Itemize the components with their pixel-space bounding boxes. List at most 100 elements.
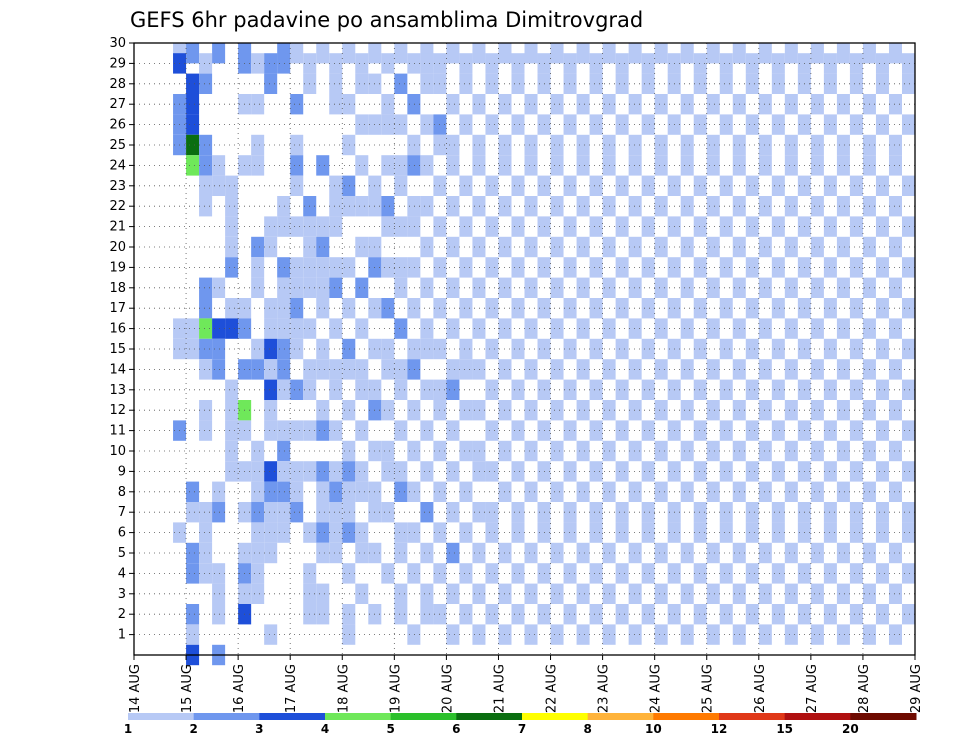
heatmap-cell — [654, 400, 668, 421]
heatmap-cell — [823, 216, 837, 237]
heatmap-cell — [511, 420, 525, 441]
heatmap-cell — [771, 53, 785, 74]
heatmap-cell — [472, 94, 486, 115]
heatmap-cell — [459, 440, 473, 462]
heatmap-cell — [771, 257, 785, 278]
heatmap-cell — [550, 400, 564, 421]
heatmap-cell — [277, 53, 291, 74]
heatmap-cell — [472, 502, 486, 523]
heatmap-cell — [212, 175, 226, 196]
heatmap-cell — [706, 94, 720, 115]
heatmap-cell — [511, 563, 525, 584]
heatmap-cell — [394, 43, 408, 64]
y-tick-label: 25 — [109, 138, 126, 153]
heatmap-cell — [823, 604, 837, 625]
heatmap-cell — [641, 175, 655, 196]
heatmap-cell — [199, 563, 213, 584]
heatmap-cell — [550, 359, 564, 380]
heatmap-cell — [784, 94, 798, 115]
heatmap-cell — [771, 420, 785, 441]
y-tick-label: 23 — [109, 179, 126, 194]
colorbar-label: 7 — [518, 722, 526, 736]
heatmap-cell — [251, 155, 265, 176]
heatmap-cell — [784, 583, 798, 604]
heatmap-cell — [329, 73, 343, 94]
heatmap-cell — [199, 155, 213, 176]
heatmap-cell — [511, 379, 525, 400]
y-tick-label: 18 — [109, 281, 126, 296]
heatmap-cell — [199, 420, 213, 441]
heatmap-cell — [485, 379, 499, 400]
heatmap-cell — [732, 43, 746, 64]
heatmap-cell — [823, 114, 837, 135]
heatmap-cell — [251, 277, 265, 298]
heatmap-cell — [186, 134, 200, 156]
heatmap-cell — [901, 53, 915, 74]
heatmap-cell — [680, 94, 694, 115]
heatmap-cell — [589, 216, 603, 237]
heatmap-cell — [810, 400, 824, 421]
heatmap-cell — [641, 522, 655, 543]
heatmap-cell — [771, 379, 785, 400]
heatmap-cell — [823, 53, 837, 74]
heatmap-cell — [446, 277, 460, 298]
heatmap-cell — [420, 73, 434, 94]
heatmap-cell — [641, 257, 655, 278]
heatmap-cell — [485, 298, 499, 319]
heatmap-cell — [316, 461, 330, 482]
heatmap-cell — [719, 298, 733, 319]
heatmap-cell — [654, 134, 668, 156]
heatmap-cell — [199, 196, 213, 217]
heatmap-cell — [212, 277, 226, 298]
heatmap-cell — [758, 236, 772, 258]
heatmap-cell — [615, 522, 629, 543]
heatmap-cell — [381, 400, 395, 421]
colorbar-swatch — [325, 713, 392, 720]
heatmap-cell — [316, 583, 330, 604]
colorbar-label: 15 — [776, 722, 793, 736]
heatmap-cell — [407, 481, 421, 502]
heatmap-cell — [342, 400, 356, 421]
heatmap-cell — [290, 134, 304, 156]
heatmap-cell — [394, 604, 408, 625]
heatmap-cell — [628, 277, 642, 298]
heatmap-cell — [342, 257, 356, 278]
heatmap-cell — [329, 277, 343, 298]
heatmap-cell — [901, 502, 915, 523]
heatmap-cell — [485, 563, 499, 584]
heatmap-cell — [810, 43, 824, 64]
heatmap-cell — [199, 359, 213, 380]
heatmap-cell — [706, 236, 720, 258]
heatmap-cell — [784, 134, 798, 156]
heatmap-cell — [628, 134, 642, 156]
heatmap-cell — [407, 94, 421, 115]
heatmap-cell — [394, 175, 408, 196]
heatmap-cell — [290, 420, 304, 441]
heatmap-cell — [316, 542, 330, 564]
heatmap-cell — [615, 420, 629, 441]
heatmap-cell — [225, 318, 239, 339]
heatmap-cell — [641, 379, 655, 400]
heatmap-cell — [290, 216, 304, 237]
y-tick-label: 19 — [109, 260, 126, 275]
heatmap-cell — [342, 604, 356, 625]
y-tick-label: 1 — [118, 628, 126, 643]
heatmap-cell — [511, 522, 525, 543]
heatmap-cell — [641, 563, 655, 584]
heatmap-cell — [290, 502, 304, 523]
heatmap-cell — [836, 481, 850, 502]
heatmap-cell — [251, 236, 265, 258]
heatmap-cell — [693, 420, 707, 441]
heatmap-cell — [810, 155, 824, 176]
heatmap-cell — [251, 522, 265, 543]
heatmap-cell — [446, 236, 460, 258]
y-tick-label: 29 — [109, 56, 126, 71]
heatmap-cell — [836, 359, 850, 380]
heatmap-cell — [264, 624, 278, 645]
heatmap-cell — [446, 420, 460, 441]
heatmap-cell — [290, 481, 304, 502]
x-tick-label: 26 AUG — [753, 664, 768, 713]
y-tick-label: 22 — [109, 199, 126, 214]
heatmap-cell — [875, 73, 889, 94]
